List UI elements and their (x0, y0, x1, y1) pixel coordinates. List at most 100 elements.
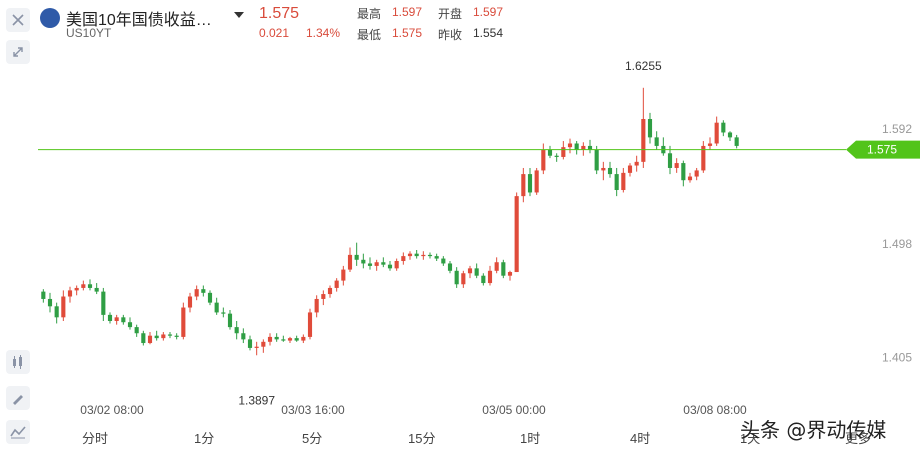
candle-body (41, 291, 46, 299)
candle-body (467, 268, 473, 274)
candle-body (514, 196, 519, 273)
candle-body (327, 287, 333, 295)
candle-body (401, 256, 406, 262)
chevron-down-icon[interactable] (234, 12, 244, 18)
candle-body (694, 170, 699, 177)
candle-body (114, 317, 119, 321)
left-toolbar (0, 0, 36, 454)
candle-body (634, 161, 639, 166)
candle-body (87, 284, 93, 288)
x-tick-label: 03/08 08:00 (683, 403, 747, 417)
candle-body (261, 341, 266, 347)
candle-body (161, 334, 166, 339)
candle-body (554, 155, 559, 157)
candle-body (287, 338, 293, 341)
candle-body (61, 296, 66, 318)
indicator-icon[interactable] (6, 420, 30, 444)
candle-body (734, 137, 739, 146)
candle-body (121, 317, 126, 323)
candle-body (541, 149, 546, 171)
candle-body (234, 327, 239, 334)
candle-body (507, 272, 513, 276)
close-icon[interactable] (6, 8, 30, 32)
candles-group (41, 87, 739, 356)
candle-body (394, 261, 399, 269)
candle-body (521, 174, 526, 197)
candle-body (581, 145, 586, 150)
candle-body (367, 263, 373, 266)
x-tick-label: 03/03 16:00 (281, 403, 345, 417)
x-axis-ticks: 03/02 08:00 03/03 16:00 03/05 00:00 03/08 0… (80, 403, 747, 417)
expand-icon[interactable] (6, 40, 30, 64)
candle-body (461, 273, 466, 285)
candle-body (714, 122, 719, 144)
candle-body (567, 143, 573, 148)
candle-body (134, 327, 139, 334)
candle-body (434, 256, 439, 259)
current-price-tag: 1.575 (846, 140, 920, 159)
candle-body (474, 268, 479, 276)
candle-body (621, 172, 626, 191)
current-price-tag-text: 1.575 (867, 143, 897, 157)
candle-body (321, 294, 326, 299)
x-tick-label: 03/02 08:00 (80, 403, 144, 417)
open-value: 1.597 (473, 5, 504, 19)
tab-period-3[interactable]: 15分 (408, 431, 436, 446)
candle-body (527, 174, 533, 193)
candle-body (254, 346, 259, 348)
watermark-text: 头条 @界动传媒 (740, 418, 887, 442)
tab-period-6[interactable]: 1天 (740, 431, 761, 446)
candle-body (427, 254, 433, 257)
period-tabs: 分时 1分 5分 15分 1时 4时 1天 更多 (0, 426, 923, 450)
candle-body (314, 298, 319, 313)
instrument-logo-icon (40, 8, 60, 28)
candle-body (701, 145, 706, 171)
candle-body (54, 306, 59, 318)
y-tick-label: 1.405 (882, 351, 912, 365)
candle-body (561, 147, 566, 157)
instrument-title[interactable]: 美国10年国债收益… (66, 12, 212, 29)
high-label: 最高 (357, 7, 382, 21)
current-price-tag-shape (846, 140, 920, 159)
candle-body (347, 254, 353, 270)
candle-body (641, 119, 646, 162)
tab-period-2[interactable]: 5分 (302, 431, 323, 446)
candle-body (267, 336, 273, 342)
candle-body (547, 149, 553, 156)
tab-period-7[interactable]: 更多 (845, 431, 872, 446)
tab-period-5[interactable]: 4时 (630, 431, 651, 446)
candle-body (107, 314, 113, 321)
open-label: 开盘 (438, 7, 463, 21)
tab-period-1[interactable]: 1分 (194, 431, 215, 446)
candle-body (601, 167, 606, 171)
candle-body (667, 153, 673, 168)
candle-body (187, 296, 193, 308)
candle-body (627, 165, 633, 173)
candle-body (407, 253, 413, 257)
y-tick-label: 1.498 (882, 237, 912, 251)
candle-body (147, 335, 153, 344)
candle-body (607, 167, 613, 175)
low-value: 1.575 (392, 26, 423, 40)
candle-body (361, 259, 366, 264)
candle-body (247, 339, 253, 348)
candle-body (341, 269, 346, 281)
candlestick-chart[interactable]: 1.575 1.592 1.498 1.405 03/02 08:00 03/03 1… (0, 0, 923, 426)
candle-body (181, 307, 186, 337)
candle-body (681, 163, 686, 181)
tab-period-0[interactable]: 分时 (82, 431, 109, 446)
candle-body (614, 174, 619, 191)
draw-tool-icon[interactable] (6, 386, 30, 410)
candle-style-icon[interactable] (6, 350, 30, 374)
tab-period-4[interactable]: 1时 (520, 431, 541, 446)
instrument-ticker: US10YT (66, 26, 112, 40)
candle-body (301, 336, 306, 341)
candle-body (707, 143, 713, 146)
candle-body (241, 333, 246, 340)
max-value-annotation: 1.6255 (625, 59, 662, 73)
price-change-percent: 1.34% (306, 26, 341, 40)
price-change: 0.021 (259, 26, 290, 40)
candle-body (294, 338, 299, 341)
candle-body (674, 163, 679, 168)
low-label: 最低 (357, 28, 382, 42)
